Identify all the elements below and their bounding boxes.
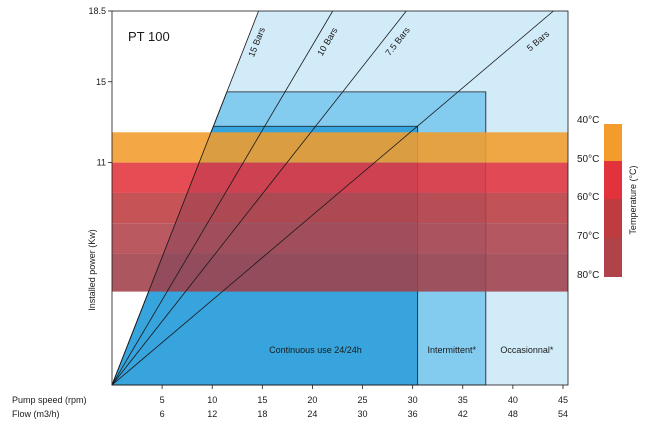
temperature-label-70-c: 70°C	[577, 231, 599, 242]
x-tick-label: 12	[207, 409, 217, 419]
temperature-swatch-50-c	[604, 161, 622, 199]
temperature-band-80-c	[112, 253, 568, 292]
temperature-label-60-c: 60°C	[577, 192, 599, 203]
x-tick-label: 25	[358, 395, 368, 405]
temperature-band-50-c	[112, 162, 568, 193]
temperature-swatch-60-c	[604, 199, 622, 238]
y-tick-label: 11	[97, 158, 106, 168]
temperature-scale-label: Temperature (°C)	[628, 165, 638, 234]
plot-border	[111, 10, 569, 386]
x-tick-label: 54	[558, 409, 568, 419]
pressure-line-15-bars	[112, 11, 259, 385]
temperature-label-40-c: 40°C	[577, 115, 599, 126]
temperature-bands	[112, 132, 568, 292]
x-tick-label: 45	[558, 395, 568, 405]
x-axis-label-pump-speed-rpm: Pump speed (rpm)	[12, 395, 87, 405]
zone-label-continuous-use-24-24h: Continuous use 24/24h	[269, 345, 362, 355]
temperature-legend: 40°C 50°C 60°C 70°C 80°C Temperature (°C)	[577, 115, 638, 281]
pressure-line-5-bars	[112, 11, 554, 385]
x-axis-label-flow-m3-h: Flow (m3/h)	[12, 409, 60, 419]
x-tick-label: 48	[508, 409, 518, 419]
x-tick-label: 42	[458, 409, 468, 419]
pressure-lines	[112, 11, 554, 385]
y-axis-label: Installed power (Kw)	[87, 229, 97, 311]
x-tick-label: 20	[307, 395, 317, 405]
x-tick-label: 15	[257, 395, 267, 405]
temperature-label-50-c: 50°C	[577, 154, 599, 165]
x-tick-label: 5	[160, 395, 165, 405]
temperature-swatch-40-c	[604, 124, 622, 161]
x-tick-label: 10	[207, 395, 217, 405]
x-tick-label: 6	[160, 409, 165, 419]
y-tick-label: 18.5	[88, 6, 106, 16]
chart-title: PT 100	[128, 29, 170, 44]
pressure-line-10-bars	[112, 11, 334, 385]
temperature-swatch-70-c	[604, 238, 622, 277]
x-tick-label: 40	[508, 395, 518, 405]
plot-frame	[108, 10, 569, 389]
temperature-band-60-c	[112, 192, 568, 224]
zone-label-intermittent: Intermittent*	[427, 345, 476, 355]
x-tick-label: 35	[458, 395, 468, 405]
y-tick-label: 15	[96, 77, 106, 87]
zone-label-occasionnal: Occasionnal*	[500, 345, 554, 355]
x-tick-label: 18	[257, 409, 267, 419]
temperature-band-40-c	[112, 132, 568, 163]
x-tick-label: 30	[358, 409, 368, 419]
pressure-line-7-5-bars	[112, 11, 407, 385]
x-tick-label: 30	[408, 395, 418, 405]
x-tick-label: 36	[408, 409, 418, 419]
x-tick-label: 24	[307, 409, 317, 419]
temperature-label-80-c: 80°C	[577, 270, 599, 281]
temperature-band-70-c	[112, 223, 568, 254]
